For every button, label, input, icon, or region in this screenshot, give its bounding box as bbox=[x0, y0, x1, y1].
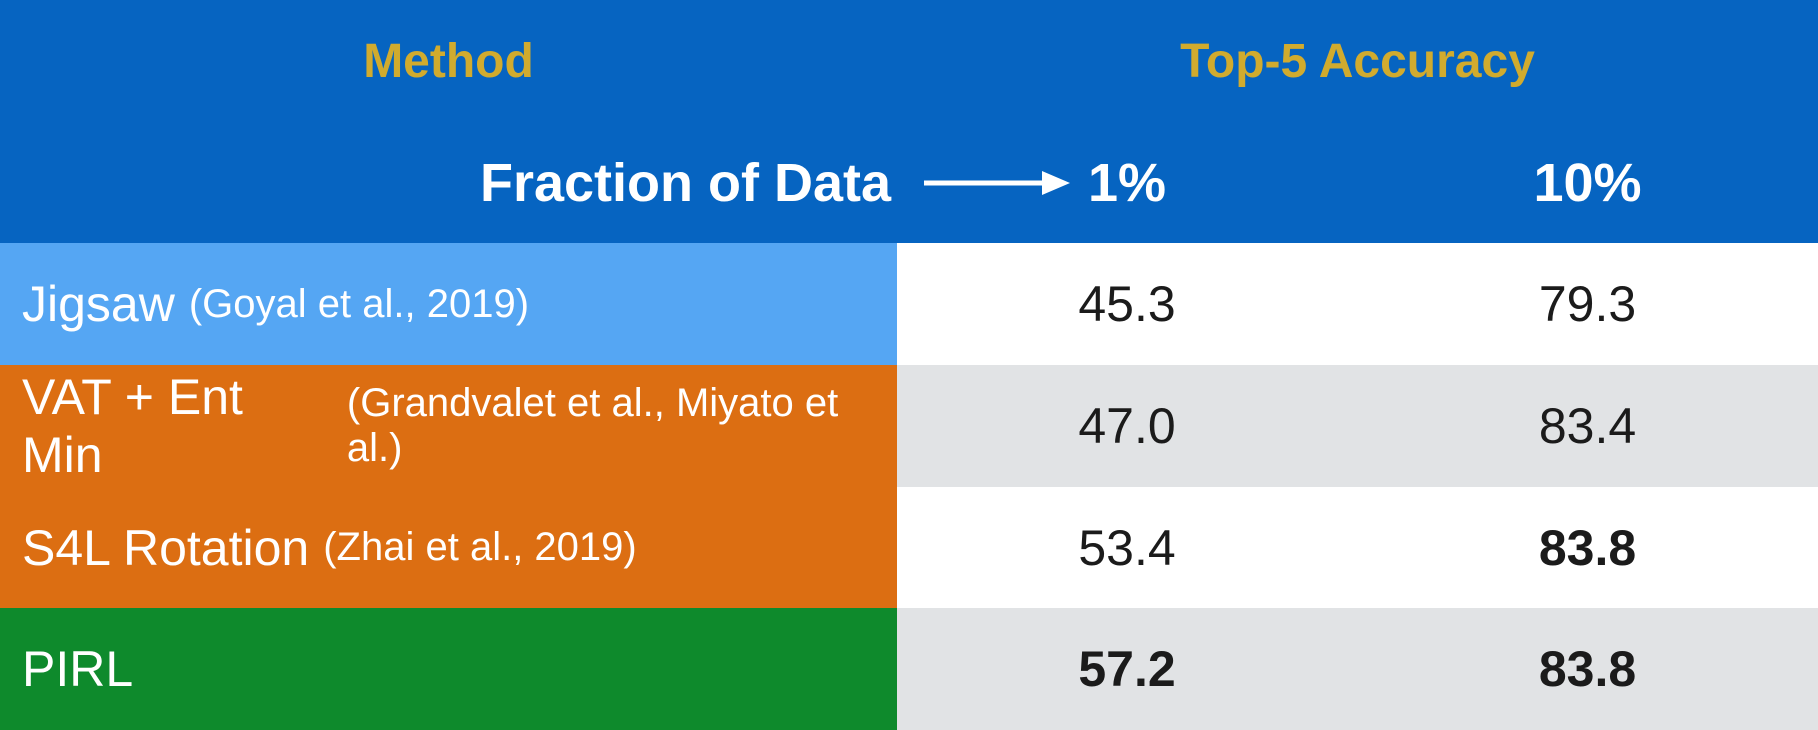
table-header: Method Top-5 Accuracy Fraction of Data 1… bbox=[0, 0, 1818, 243]
value-cell-1-percent: 45.3 bbox=[897, 243, 1357, 365]
column-header-top5-accuracy: Top-5 Accuracy bbox=[1180, 34, 1535, 88]
method-cell: PIRL bbox=[0, 608, 897, 730]
method-name: S4L Rotation bbox=[22, 519, 310, 576]
table-body: Jigsaw (Goyal et al., 2019) 45.3 79.3 VA… bbox=[0, 243, 1818, 730]
header-subtitle-row: Fraction of Data 1% 10% bbox=[0, 122, 1818, 243]
method-cell: S4L Rotation (Zhai et al., 2019) bbox=[0, 487, 897, 608]
column-header-10-percent: 10% bbox=[1533, 152, 1642, 213]
method-citation: (Goyal et al., 2019) bbox=[188, 281, 530, 326]
table-row-pirl: PIRL 57.2 83.8 bbox=[0, 608, 1818, 730]
table-row-s4l-rotation: S4L Rotation (Zhai et al., 2019) 53.4 83… bbox=[0, 487, 1818, 608]
right-arrow-icon bbox=[922, 169, 1070, 197]
method-name: VAT + Ent Min bbox=[22, 369, 243, 483]
table-row-vat-ent-min: VAT + Ent Min (Grandvalet et al., Miyato… bbox=[0, 365, 1818, 487]
method-name: PIRL bbox=[22, 641, 134, 697]
header-title-row: Method Top-5 Accuracy bbox=[0, 0, 1818, 122]
method-name: Jigsaw bbox=[22, 276, 175, 332]
value-cell-10-percent: 83.8 bbox=[1357, 487, 1818, 608]
value-cell-1-percent: 47.0 bbox=[897, 365, 1357, 487]
method-citation: (Grandvalet et al., Miyato et al.) bbox=[346, 381, 839, 470]
method-cell: Jigsaw (Goyal et al., 2019) bbox=[0, 243, 897, 365]
column-header-method: Method bbox=[363, 34, 534, 88]
method-cell: VAT + Ent Min (Grandvalet et al., Miyato… bbox=[0, 365, 897, 487]
method-citation: (Zhai et al., 2019) bbox=[323, 525, 637, 569]
value-cell-10-percent: 83.4 bbox=[1357, 365, 1818, 487]
value-cell-1-percent: 57.2 bbox=[897, 608, 1357, 730]
value-cell-1-percent: 53.4 bbox=[897, 487, 1357, 608]
value-cell-10-percent: 83.8 bbox=[1357, 608, 1818, 730]
table-row-jigsaw: Jigsaw (Goyal et al., 2019) 45.3 79.3 bbox=[0, 243, 1818, 365]
fraction-of-data-label: Fraction of Data bbox=[479, 152, 891, 213]
value-cell-10-percent: 79.3 bbox=[1357, 243, 1818, 365]
column-header-1-percent-cell: 1% bbox=[897, 152, 1357, 214]
column-header-1-percent: 1% bbox=[1087, 152, 1167, 213]
